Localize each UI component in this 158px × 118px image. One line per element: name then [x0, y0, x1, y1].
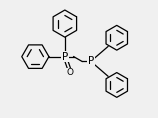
Text: P: P: [62, 52, 68, 62]
Text: P: P: [88, 56, 94, 66]
Text: O: O: [66, 68, 73, 77]
